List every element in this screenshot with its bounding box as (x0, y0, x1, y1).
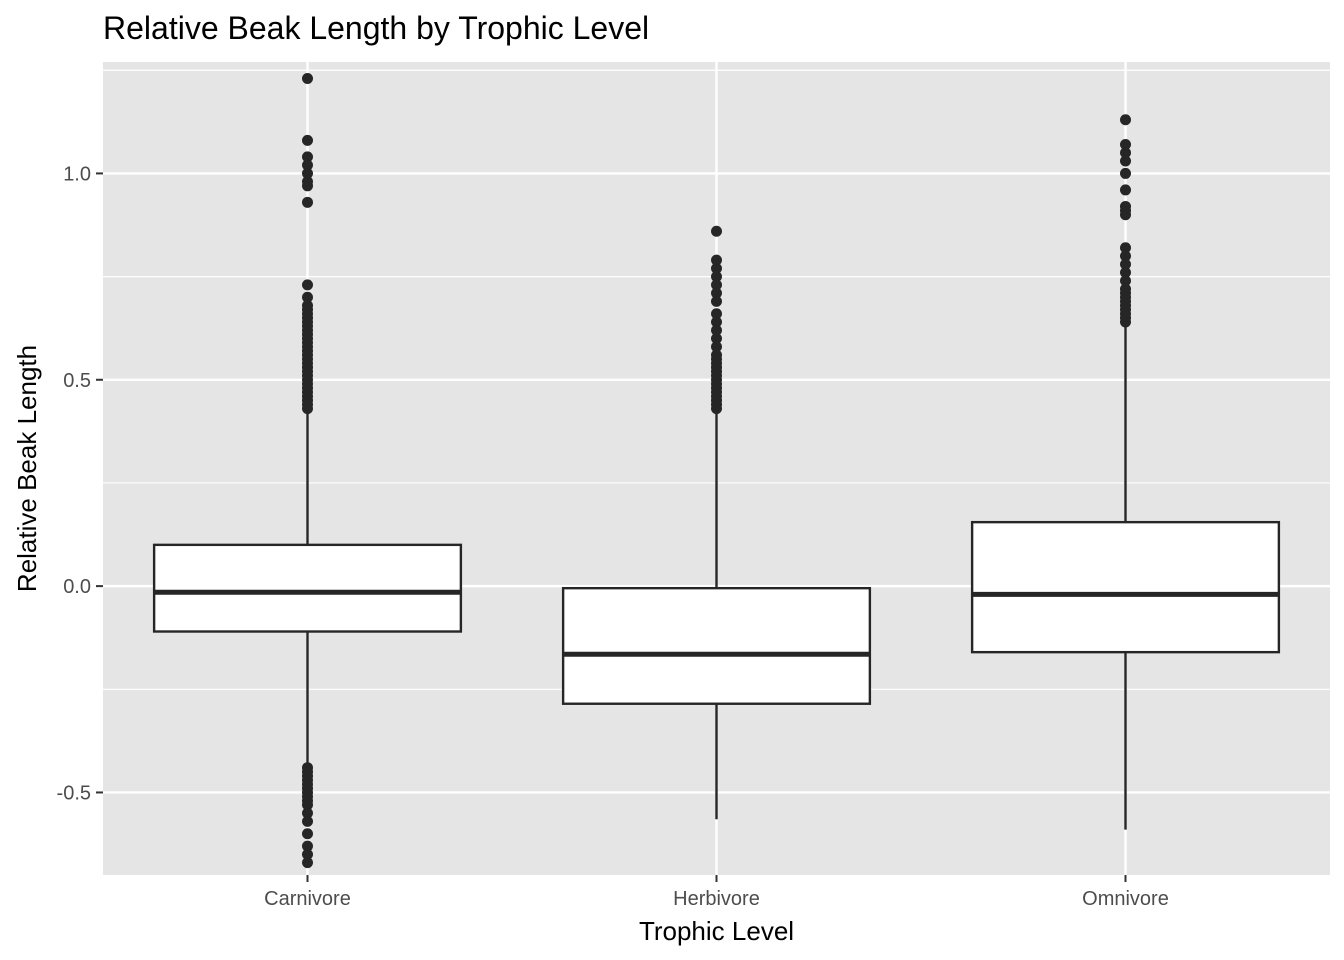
y-axis-title: Relative Beak Length (12, 345, 42, 592)
y-axis: -0.5 0.0 0.5 1.0 (57, 163, 103, 804)
outlier-point (302, 134, 313, 146)
x-axis: Carnivore Herbivore Omnivore (264, 875, 1169, 910)
outlier-point (302, 167, 313, 179)
outlier-point (302, 403, 313, 415)
outlier-point (302, 828, 313, 840)
outlier-point (711, 333, 722, 345)
iqr-box (152, 543, 463, 633)
outlier-point (1120, 147, 1131, 159)
outlier-point (711, 316, 722, 328)
outlier-point (302, 840, 313, 852)
outlier-point (302, 848, 313, 860)
outlier-point (302, 857, 313, 869)
outlier-point (1120, 258, 1131, 270)
outlier-point (1120, 266, 1131, 278)
outlier-point (302, 807, 313, 819)
outlier-point (711, 279, 722, 291)
outlier-point (711, 403, 722, 415)
outlier-point (1120, 209, 1131, 221)
outlier-point (711, 324, 722, 336)
x-axis-title: Trophic Level (639, 916, 794, 946)
outlier-point (302, 159, 313, 171)
outlier-point (302, 799, 313, 811)
outlier-point (302, 291, 313, 303)
outlier-point (302, 180, 313, 192)
y-tick-label: 0.0 (63, 576, 91, 598)
chart-title: Relative Beak Length by Trophic Level (103, 10, 650, 46)
x-tick-label: Herbivore (673, 888, 760, 910)
iqr-box (561, 586, 872, 705)
outlier-point (711, 262, 722, 274)
outlier-point (711, 308, 722, 320)
x-tick-label: Carnivore (264, 888, 351, 910)
box-herbivore (561, 225, 872, 820)
outlier-point (1120, 139, 1131, 151)
outlier-point (1120, 167, 1131, 179)
outlier-point (711, 341, 722, 353)
outlier-point (302, 151, 313, 163)
outlier-point (302, 279, 313, 291)
y-tick-label: 0.5 (63, 370, 91, 392)
box-series (152, 73, 1281, 869)
outlier-point (1120, 242, 1131, 254)
outlier-point (302, 196, 313, 208)
outlier-point (711, 225, 722, 237)
outlier-point (711, 254, 722, 266)
outlier-point (711, 295, 722, 307)
box-omnivore (970, 114, 1281, 830)
outlier-point (1120, 184, 1131, 196)
y-tick-label: -0.5 (57, 782, 91, 804)
outlier-point (711, 271, 722, 283)
outlier-point (711, 287, 722, 299)
outlier-point (1120, 250, 1131, 262)
outlier-point (302, 815, 313, 827)
outlier-point (1120, 114, 1131, 126)
outlier-point (302, 73, 313, 85)
outlier-point (1120, 155, 1131, 167)
y-tick-label: 1.0 (63, 163, 91, 185)
outlier-point (1120, 275, 1131, 287)
iqr-box (970, 520, 1281, 654)
outlier-point (1120, 316, 1131, 328)
box-carnivore (152, 73, 463, 869)
x-tick-label: Omnivore (1082, 888, 1169, 910)
